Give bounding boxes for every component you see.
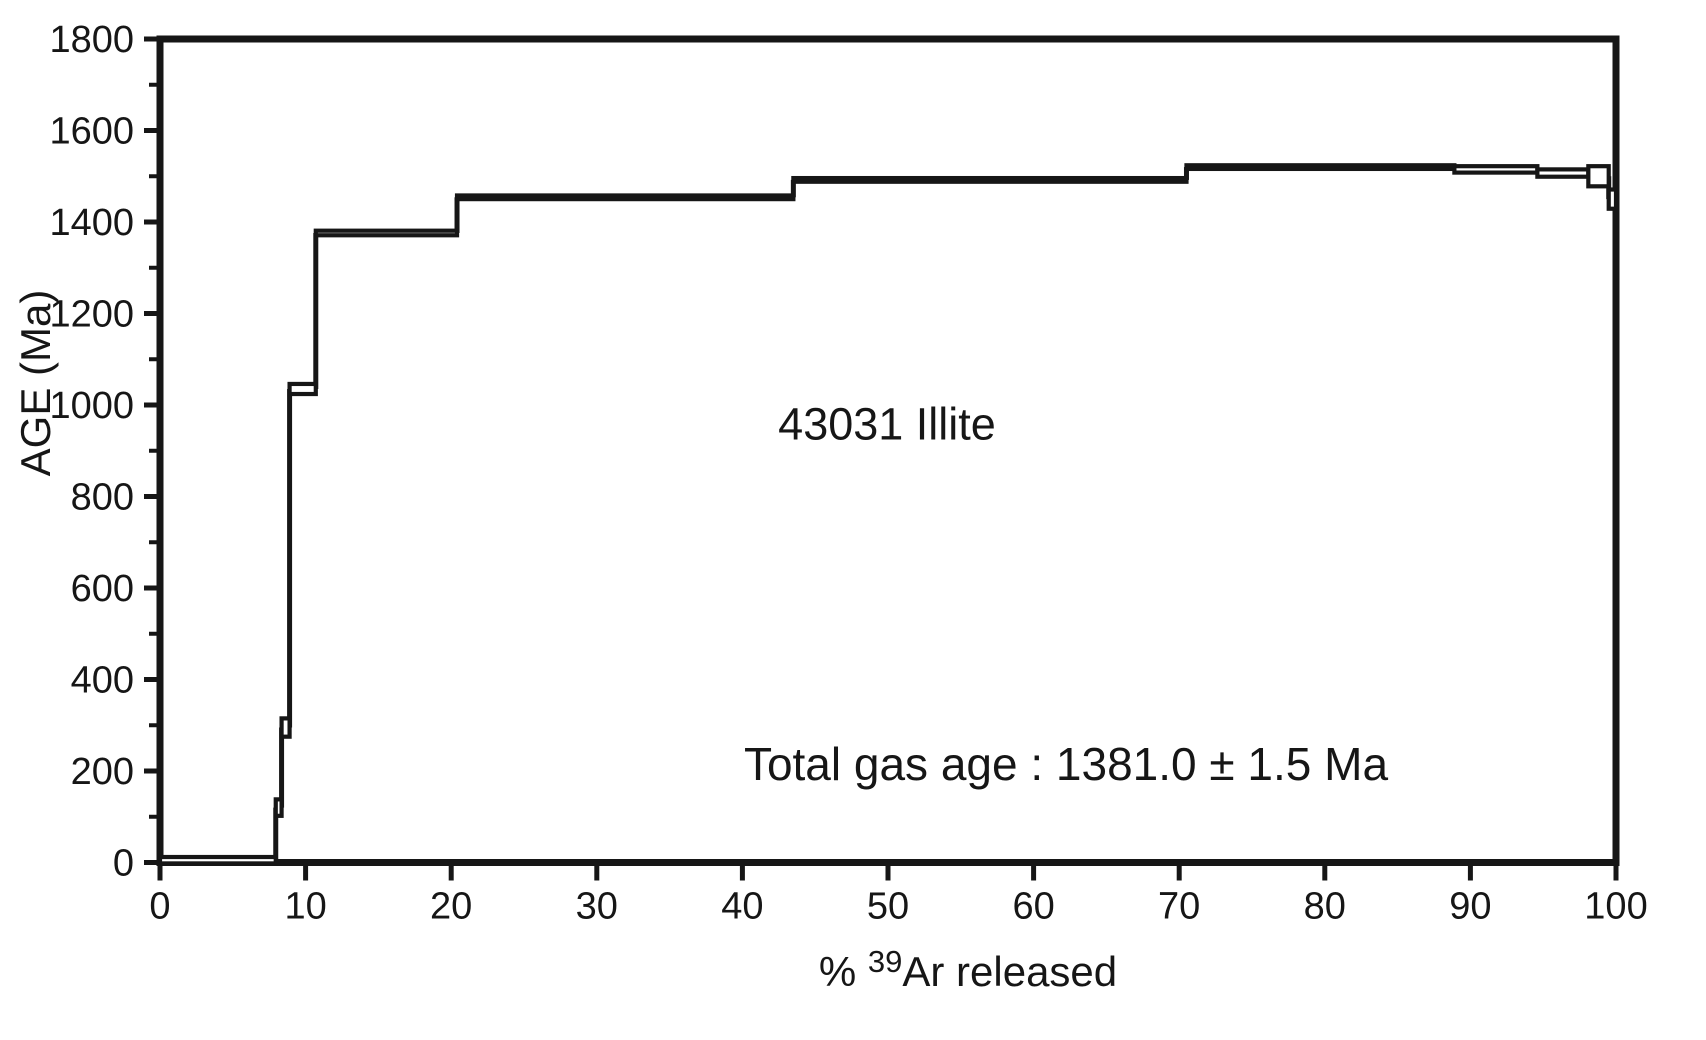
y-axis-tick-label: 1400: [49, 202, 134, 244]
y-axis-tick-label: 1800: [49, 19, 134, 61]
y-axis-tick-label: 1000: [49, 385, 134, 427]
step-box: [791, 175, 1189, 184]
x-axis-tick-label: 20: [430, 886, 472, 928]
y-axis-tick-label: 600: [71, 568, 134, 610]
y-axis-tick-label: 800: [71, 477, 134, 519]
x-axis-tick-label: 0: [149, 886, 170, 928]
x-axis-tick-label: 70: [1158, 886, 1200, 928]
step-box: [1586, 164, 1611, 189]
step-box: [1606, 187, 1619, 211]
total-gas-age-annotation: Total gas age : 1381.0 ± 1.5 Ma: [743, 738, 1389, 790]
x-axis-tick-label: 100: [1584, 886, 1647, 928]
y-axis-tick-label: 200: [71, 751, 134, 793]
isotope-superscript: 39: [867, 944, 903, 979]
x-axis-tick-label: 60: [1012, 886, 1054, 928]
x-axis-title: % 39Ar released: [818, 946, 1118, 995]
step-box: [454, 193, 796, 202]
step-box: [273, 797, 284, 818]
x-axis-tick-label: 90: [1449, 886, 1491, 928]
x-axis-title-prefix: %: [818, 948, 868, 995]
x-axis-tick-label: 10: [284, 886, 326, 928]
y-axis-tick-label: 1200: [49, 294, 134, 336]
step-box: [1452, 164, 1540, 175]
step-box: [279, 716, 292, 739]
sample-title: 43031 Illite: [778, 398, 996, 450]
y-axis-tick-label: 1600: [49, 111, 134, 153]
x-axis-tick-label: 80: [1304, 886, 1346, 928]
step-box: [287, 381, 318, 397]
step-box: [157, 854, 278, 866]
x-axis-tick-label: 50: [867, 886, 909, 928]
step-box: [1184, 163, 1457, 172]
x-axis-tick-label: 30: [576, 886, 618, 928]
y-axis-tick-label: 0: [113, 843, 134, 885]
y-axis-title: AGE (Ma): [12, 289, 59, 477]
x-axis-title-suffix: Ar released: [902, 948, 1118, 995]
step-box: [1535, 167, 1591, 179]
step-box: [313, 228, 460, 238]
x-axis-tick-label: 40: [721, 886, 763, 928]
plot-frame: [156, 35, 1620, 866]
y-axis-tick-label: 400: [71, 660, 134, 702]
